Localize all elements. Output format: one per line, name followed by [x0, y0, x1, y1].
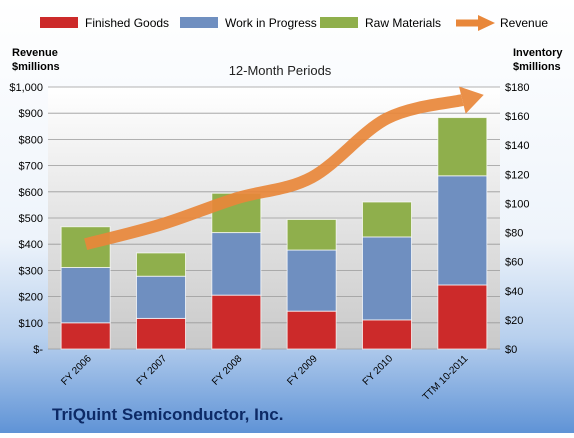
legend: Finished Goods Work in Progress Raw Materi…	[40, 15, 548, 31]
right-tick-label: $40	[505, 286, 523, 298]
right-tick-label: $100	[505, 198, 529, 210]
bar-finished-goods	[362, 319, 412, 350]
left-tick-label: $600	[19, 187, 43, 199]
right-tick-label: $60	[505, 257, 523, 269]
bar-work-in-progress	[136, 275, 186, 319]
left-tick-label: $200	[19, 292, 43, 304]
legend-swatch	[180, 17, 218, 28]
bar-finished-goods	[286, 310, 337, 350]
right-axis-label-line2: $millions	[513, 61, 561, 73]
bar-raw-materials	[136, 252, 186, 277]
revenue-line	[84, 94, 464, 251]
left-tick-label: $800	[19, 134, 43, 146]
legend-label: Revenue	[500, 16, 548, 30]
left-axis-label-line2: $millions	[12, 61, 60, 73]
legend-label: Finished Goods	[85, 16, 169, 30]
bar-raw-materials	[60, 226, 111, 268]
right-axis-label-line1: Inventory	[513, 47, 563, 59]
legend-label: Raw Materials	[365, 16, 441, 30]
right-axis: $0 $20 $40 $60 $80 $100 $120 $140 $160 $180	[505, 82, 529, 356]
revenue-line-group	[84, 86, 484, 251]
company-name: TriQuint Semiconductor, Inc.	[52, 405, 283, 424]
bar-work-in-progress	[60, 266, 111, 324]
legend-arrow-swatch	[478, 15, 495, 31]
bar-work-in-progress	[211, 232, 262, 296]
right-tick-label: $80	[505, 228, 523, 240]
bar-work-in-progress	[437, 175, 488, 286]
left-tick-label: $700	[19, 161, 43, 173]
left-axis: $- $100 $200 $300 $400 $500 $600 $700 $800 $900 $1…	[9, 82, 43, 356]
left-axis-label-line1: Revenue	[12, 47, 58, 59]
right-tick-label: $120	[505, 169, 529, 181]
right-tick-label: $140	[505, 140, 529, 152]
legend-swatch	[320, 17, 358, 28]
left-tick-label: $500	[19, 213, 43, 225]
bar-finished-goods	[211, 294, 262, 350]
left-tick-label: $300	[19, 265, 43, 277]
bar-raw-materials	[286, 218, 337, 251]
right-tick-label: $0	[505, 344, 517, 356]
bar-raw-materials	[437, 117, 488, 177]
gridlines	[48, 86, 500, 350]
right-tick-label: $20	[505, 315, 523, 327]
bar-finished-goods	[136, 317, 186, 350]
chart-title: 12-Month Periods	[229, 63, 332, 78]
right-tick-label: $160	[505, 111, 529, 123]
revenue-arrowhead	[459, 86, 484, 114]
legend-swatch	[40, 17, 78, 28]
left-tick-label: $400	[19, 239, 43, 251]
left-tick-label: $1,000	[9, 82, 43, 94]
bar-finished-goods	[437, 284, 488, 350]
bar-work-in-progress	[286, 249, 337, 312]
left-tick-label: $-	[33, 344, 43, 356]
bar-finished-goods	[60, 322, 111, 350]
left-tick-label: $900	[19, 108, 43, 120]
left-tick-label: $100	[19, 318, 43, 330]
right-tick-label: $180	[505, 82, 529, 94]
legend-label: Work in Progress	[225, 16, 317, 30]
bar-work-in-progress	[362, 236, 412, 321]
bar-raw-materials	[362, 201, 412, 238]
